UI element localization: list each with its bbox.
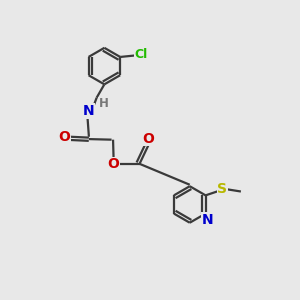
Text: N: N xyxy=(83,104,95,118)
Text: O: O xyxy=(142,132,154,146)
Text: S: S xyxy=(217,182,227,196)
Text: O: O xyxy=(58,130,70,144)
Text: Cl: Cl xyxy=(134,48,148,61)
Text: O: O xyxy=(107,158,119,171)
Text: H: H xyxy=(99,97,109,110)
Text: N: N xyxy=(202,213,214,227)
